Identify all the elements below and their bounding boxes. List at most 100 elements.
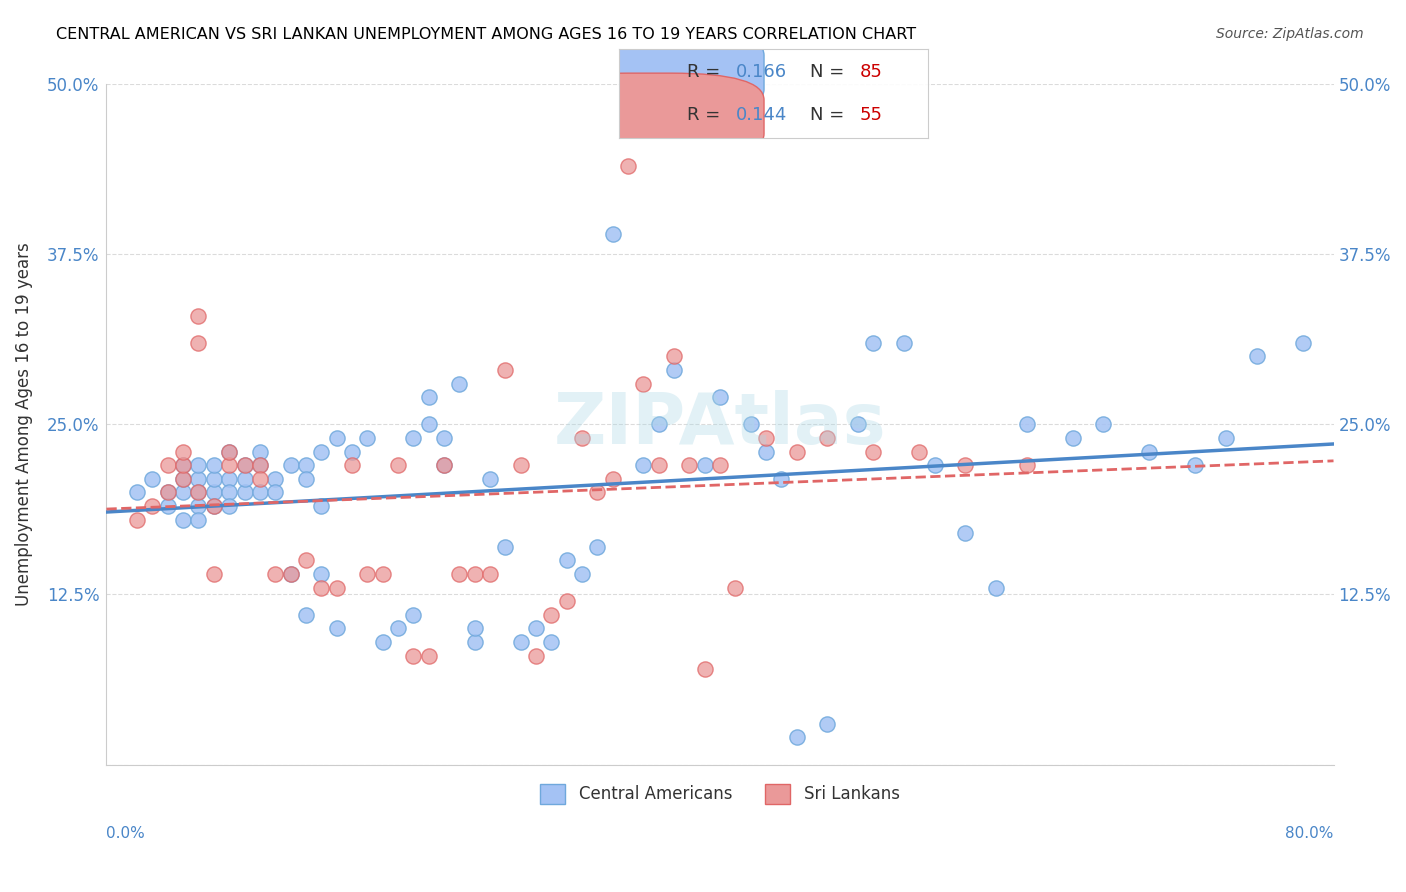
Central Americans: [524, 622, 547, 636]
Central Americans: [509, 635, 531, 649]
Central Americans: [218, 472, 240, 486]
Central Americans: [218, 444, 240, 458]
Central Americans: [249, 485, 271, 500]
Legend: Central Americans, Sri Lankans: Central Americans, Sri Lankans: [533, 777, 907, 811]
Sri Lankans: [571, 431, 593, 445]
Central Americans: [846, 417, 869, 432]
Sri Lankans: [156, 458, 179, 473]
Central Americans: [202, 499, 225, 513]
FancyBboxPatch shape: [536, 73, 763, 161]
Sri Lankans: [172, 458, 194, 473]
Central Americans: [402, 431, 425, 445]
Sri Lankans: [340, 458, 363, 473]
Central Americans: [202, 458, 225, 473]
Sri Lankans: [678, 458, 700, 473]
Central Americans: [464, 622, 486, 636]
Central Americans: [1184, 458, 1206, 473]
Sri Lankans: [862, 444, 884, 458]
Central Americans: [233, 472, 256, 486]
Sri Lankans: [187, 335, 209, 350]
Central Americans: [218, 499, 240, 513]
Text: R =: R =: [686, 106, 725, 124]
Sri Lankans: [524, 648, 547, 663]
Sri Lankans: [264, 567, 287, 582]
Sri Lankans: [202, 499, 225, 513]
Central Americans: [1062, 431, 1084, 445]
Sri Lankans: [955, 458, 977, 473]
Sri Lankans: [371, 567, 394, 582]
Central Americans: [633, 458, 655, 473]
Text: N =: N =: [810, 106, 851, 124]
Central Americans: [280, 458, 302, 473]
Sri Lankans: [755, 431, 778, 445]
Sri Lankans: [187, 485, 209, 500]
Central Americans: [325, 622, 347, 636]
Central Americans: [264, 485, 287, 500]
Text: R =: R =: [686, 63, 725, 81]
Sri Lankans: [494, 363, 516, 377]
Central Americans: [571, 567, 593, 582]
Central Americans: [1215, 431, 1237, 445]
Sri Lankans: [309, 581, 332, 595]
Central Americans: [187, 458, 209, 473]
Central Americans: [340, 444, 363, 458]
Sri Lankans: [815, 431, 838, 445]
Text: 80.0%: 80.0%: [1285, 826, 1333, 841]
Central Americans: [309, 499, 332, 513]
Central Americans: [371, 635, 394, 649]
Sri Lankans: [478, 567, 501, 582]
Central Americans: [984, 581, 1007, 595]
Sri Lankans: [249, 458, 271, 473]
Sri Lankans: [464, 567, 486, 582]
Sri Lankans: [709, 458, 731, 473]
Central Americans: [1292, 335, 1315, 350]
Text: Source: ZipAtlas.com: Source: ZipAtlas.com: [1216, 27, 1364, 41]
Central Americans: [540, 635, 562, 649]
Sri Lankans: [295, 553, 318, 567]
Central Americans: [233, 458, 256, 473]
Central Americans: [295, 607, 318, 622]
Central Americans: [356, 431, 378, 445]
Sri Lankans: [218, 458, 240, 473]
Sri Lankans: [233, 458, 256, 473]
Central Americans: [693, 458, 716, 473]
Central Americans: [172, 472, 194, 486]
Central Americans: [156, 485, 179, 500]
Central Americans: [187, 499, 209, 513]
Central Americans: [172, 485, 194, 500]
Text: 0.144: 0.144: [737, 106, 787, 124]
Sri Lankans: [141, 499, 163, 513]
Central Americans: [1246, 350, 1268, 364]
Central Americans: [172, 458, 194, 473]
Central Americans: [709, 390, 731, 404]
Central Americans: [309, 444, 332, 458]
Central Americans: [418, 417, 440, 432]
Central Americans: [233, 485, 256, 500]
FancyBboxPatch shape: [536, 29, 763, 116]
Central Americans: [494, 540, 516, 554]
Central Americans: [325, 431, 347, 445]
Central Americans: [893, 335, 915, 350]
Sri Lankans: [172, 472, 194, 486]
Sri Lankans: [662, 350, 685, 364]
Sri Lankans: [172, 444, 194, 458]
Text: 55: 55: [860, 106, 883, 124]
Text: ZIPAtlas: ZIPAtlas: [554, 390, 886, 459]
Sri Lankans: [647, 458, 669, 473]
Central Americans: [172, 513, 194, 527]
Central Americans: [602, 227, 624, 241]
Central Americans: [280, 567, 302, 582]
Sri Lankans: [617, 159, 640, 173]
Central Americans: [433, 458, 456, 473]
Central Americans: [387, 622, 409, 636]
Central Americans: [862, 335, 884, 350]
Y-axis label: Unemployment Among Ages 16 to 19 years: Unemployment Among Ages 16 to 19 years: [15, 243, 32, 607]
Central Americans: [295, 472, 318, 486]
Central Americans: [1139, 444, 1161, 458]
Central Americans: [1015, 417, 1038, 432]
Central Americans: [740, 417, 762, 432]
Sri Lankans: [387, 458, 409, 473]
Sri Lankans: [156, 485, 179, 500]
Sri Lankans: [602, 472, 624, 486]
Central Americans: [955, 526, 977, 541]
